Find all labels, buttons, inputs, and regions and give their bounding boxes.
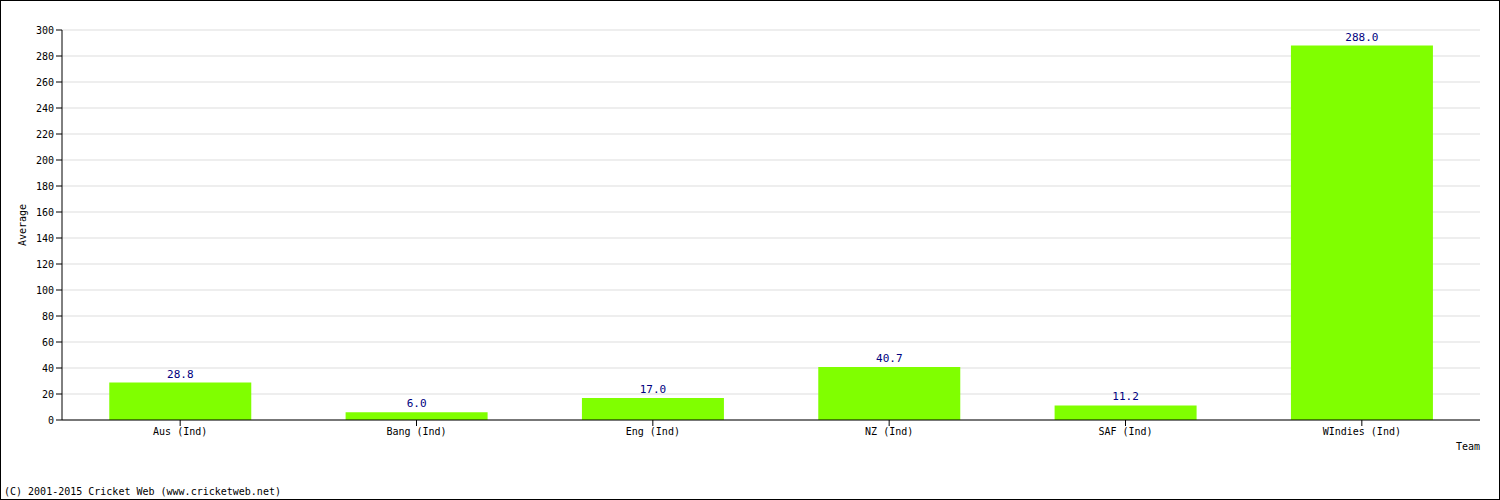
svg-text:288.0: 288.0 xyxy=(1345,31,1378,44)
svg-text:180: 180 xyxy=(36,181,54,192)
svg-text:20: 20 xyxy=(42,389,54,400)
svg-text:120: 120 xyxy=(36,259,54,270)
svg-text:WIndies (Ind): WIndies (Ind) xyxy=(1323,426,1401,437)
svg-text:60: 60 xyxy=(42,337,54,348)
svg-text:300: 300 xyxy=(36,25,54,36)
svg-text:Aus (Ind): Aus (Ind) xyxy=(153,426,207,437)
svg-text:100: 100 xyxy=(36,285,54,296)
svg-text:40: 40 xyxy=(42,363,54,374)
svg-text:140: 140 xyxy=(36,233,54,244)
svg-text:NZ (Ind): NZ (Ind) xyxy=(865,426,913,437)
svg-text:0: 0 xyxy=(48,415,54,426)
html-text:(C) 2001-2015 Cricket Web (www: (C) 2001-2015 Cricket Web (www.cricketwe… xyxy=(4,486,281,497)
svg-text:Bang (Ind): Bang (Ind) xyxy=(386,426,446,437)
svg-text:SAF (Ind): SAF (Ind) xyxy=(1098,426,1152,437)
svg-text:260: 260 xyxy=(36,77,54,88)
svg-text:Eng (Ind): Eng (Ind) xyxy=(626,426,680,437)
svg-text:11.2: 11.2 xyxy=(1112,390,1139,403)
svg-text:28.8: 28.8 xyxy=(167,368,194,381)
svg-text:6.0: 6.0 xyxy=(407,397,427,410)
svg-text:80: 80 xyxy=(42,311,54,322)
svg-text:280: 280 xyxy=(36,51,54,62)
svg-text:17.0: 17.0 xyxy=(640,383,667,396)
svg-text:Team: Team xyxy=(1456,441,1480,452)
svg-text:220: 220 xyxy=(36,129,54,140)
svg-text:160: 160 xyxy=(36,207,54,218)
svg-text:40.7: 40.7 xyxy=(876,352,903,365)
svg-text:200: 200 xyxy=(36,155,54,166)
svg-text:240: 240 xyxy=(36,103,54,114)
svg-text:Average: Average xyxy=(17,204,28,246)
